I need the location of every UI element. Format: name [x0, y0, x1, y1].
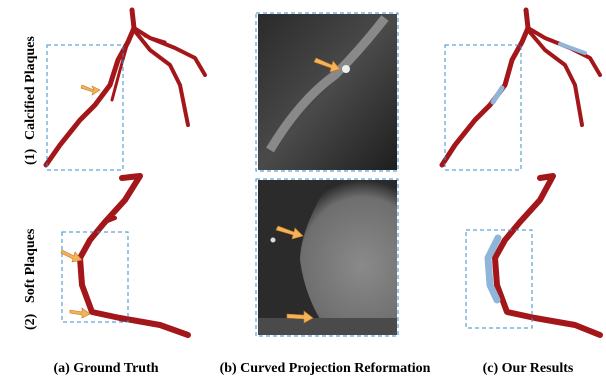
arrow	[70, 308, 90, 318]
row-number: (1)	[23, 148, 38, 165]
column-caption: (b) Curved Projection Reformation	[220, 361, 431, 376]
row-label: Soft Plaques	[23, 228, 38, 303]
arrow	[61, 250, 82, 262]
figure: (1) Calcified Plaques (2) Soft Plaques (…	[0, 0, 606, 382]
column-caption: (c) Our Results	[483, 361, 574, 376]
vessel-tree	[46, 10, 205, 165]
row-number: (2)	[23, 313, 38, 330]
region-box	[62, 232, 128, 322]
vessel-tree	[442, 10, 600, 165]
row-label: Calcified Plaques	[23, 36, 38, 140]
arrow	[81, 85, 100, 95]
column-caption: (a) Ground Truth	[53, 361, 158, 376]
vessel	[80, 176, 188, 335]
vessel	[488, 176, 600, 335]
ct-image	[258, 14, 397, 170]
